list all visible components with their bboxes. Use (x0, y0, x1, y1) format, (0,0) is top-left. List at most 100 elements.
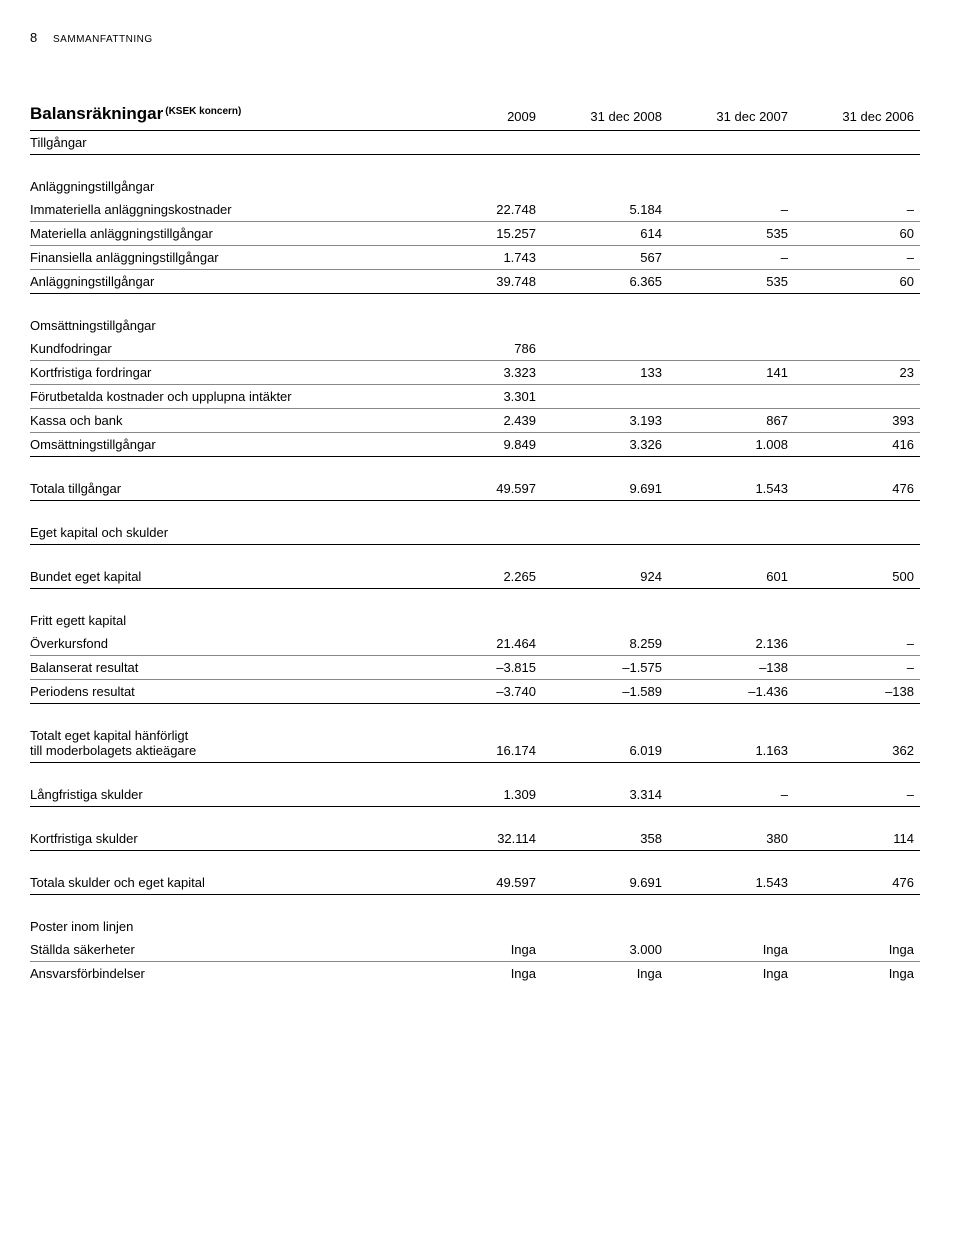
cell: 2.439 (416, 409, 542, 433)
cell: 1.309 (416, 783, 542, 807)
row-label: Periodens resultat (30, 680, 416, 704)
cell: 49.597 (416, 871, 542, 895)
balance-sheet-table: Balansräkningar(KSEK koncern) 2009 31 de… (30, 100, 920, 985)
cell: – (668, 198, 794, 222)
row-label: Omsättningstillgångar (30, 433, 416, 457)
row-label: Totala skulder och eget kapital (30, 871, 416, 895)
row-label: Långfristiga skulder (30, 783, 416, 807)
cell: Inga (668, 938, 794, 962)
row-label: Anläggningstillgångar (30, 175, 416, 198)
row-label: Kortfristiga fordringar (30, 361, 416, 385)
cell: 32.114 (416, 827, 542, 851)
row-label: Eget kapital och skulder (30, 521, 416, 545)
cell: 535 (668, 270, 794, 294)
cell: 141 (668, 361, 794, 385)
row-label: Kortfristiga skulder (30, 827, 416, 851)
row-label: Ställda säkerheter (30, 938, 416, 962)
cell: –1.589 (542, 680, 668, 704)
row-label: Finansiella anläggningstillgångar (30, 246, 416, 270)
cell: –138 (668, 656, 794, 680)
cell: 3.193 (542, 409, 668, 433)
cell: –1.436 (668, 680, 794, 704)
cell: 6.019 (542, 724, 668, 763)
cell: 358 (542, 827, 668, 851)
cell: 9.691 (542, 477, 668, 501)
row-label: Överkursfond (30, 632, 416, 656)
cell: – (794, 783, 920, 807)
cell: 1.163 (668, 724, 794, 763)
cell: 567 (542, 246, 668, 270)
cell: 15.257 (416, 222, 542, 246)
cell: 23 (794, 361, 920, 385)
cell: Inga (416, 938, 542, 962)
cell: 3.301 (416, 385, 542, 409)
cell: 9.849 (416, 433, 542, 457)
row-label: Förutbetalda kostnader och upplupna intä… (30, 385, 416, 409)
col-header: 2009 (416, 100, 542, 131)
row-label: Totala tillgångar (30, 477, 416, 501)
cell (542, 337, 668, 361)
cell (668, 337, 794, 361)
cell: 3.000 (542, 938, 668, 962)
cell: 8.259 (542, 632, 668, 656)
row-label: Anläggningstillgångar (30, 270, 416, 294)
cell: Inga (416, 962, 542, 986)
cell: – (794, 656, 920, 680)
cell: – (668, 783, 794, 807)
cell: 924 (542, 565, 668, 589)
cell: Inga (668, 962, 794, 986)
row-label: Ansvarsförbindelser (30, 962, 416, 986)
cell: 39.748 (416, 270, 542, 294)
cell (794, 385, 920, 409)
cell: 9.691 (542, 871, 668, 895)
cell: 393 (794, 409, 920, 433)
cell: 133 (542, 361, 668, 385)
cell: Inga (542, 962, 668, 986)
cell: – (794, 198, 920, 222)
cell: Inga (794, 962, 920, 986)
cell: 60 (794, 270, 920, 294)
cell: 614 (542, 222, 668, 246)
cell: 6.365 (542, 270, 668, 294)
row-label: Poster inom linjen (30, 915, 416, 938)
cell: Inga (794, 938, 920, 962)
cell: 60 (794, 222, 920, 246)
row-label: Immateriella anläggningskostnader (30, 198, 416, 222)
row-label: Fritt egett kapital (30, 609, 416, 632)
cell: 500 (794, 565, 920, 589)
cell: – (794, 246, 920, 270)
row-label: Bundet eget kapital (30, 565, 416, 589)
cell: 476 (794, 477, 920, 501)
cell: 114 (794, 827, 920, 851)
cell: 16.174 (416, 724, 542, 763)
cell: 362 (794, 724, 920, 763)
cell: 476 (794, 871, 920, 895)
cell: 22.748 (416, 198, 542, 222)
cell: 601 (668, 565, 794, 589)
row-label: Omsättningstillgångar (30, 314, 416, 337)
cell (542, 385, 668, 409)
cell: 3.314 (542, 783, 668, 807)
row-label: Totalt eget kapital hänförligt till mode… (30, 724, 416, 763)
page-number: 8 (30, 30, 38, 45)
cell: 867 (668, 409, 794, 433)
cell: –3.740 (416, 680, 542, 704)
cell (668, 385, 794, 409)
table-title: Balansräkningar (30, 104, 163, 123)
cell: 2.136 (668, 632, 794, 656)
cell: 1.543 (668, 477, 794, 501)
cell: 2.265 (416, 565, 542, 589)
cell: 1.543 (668, 871, 794, 895)
cell: 1.008 (668, 433, 794, 457)
cell: 5.184 (542, 198, 668, 222)
row-label: Kundfodringar (30, 337, 416, 361)
cell: –138 (794, 680, 920, 704)
row-label: Materiella anläggningstillgångar (30, 222, 416, 246)
cell: 380 (668, 827, 794, 851)
cell: 3.326 (542, 433, 668, 457)
cell: –3.815 (416, 656, 542, 680)
cell: 416 (794, 433, 920, 457)
page-header: 8 SAMMANFATTNING (30, 30, 920, 45)
col-header: 31 dec 2007 (668, 100, 794, 131)
cell (794, 337, 920, 361)
